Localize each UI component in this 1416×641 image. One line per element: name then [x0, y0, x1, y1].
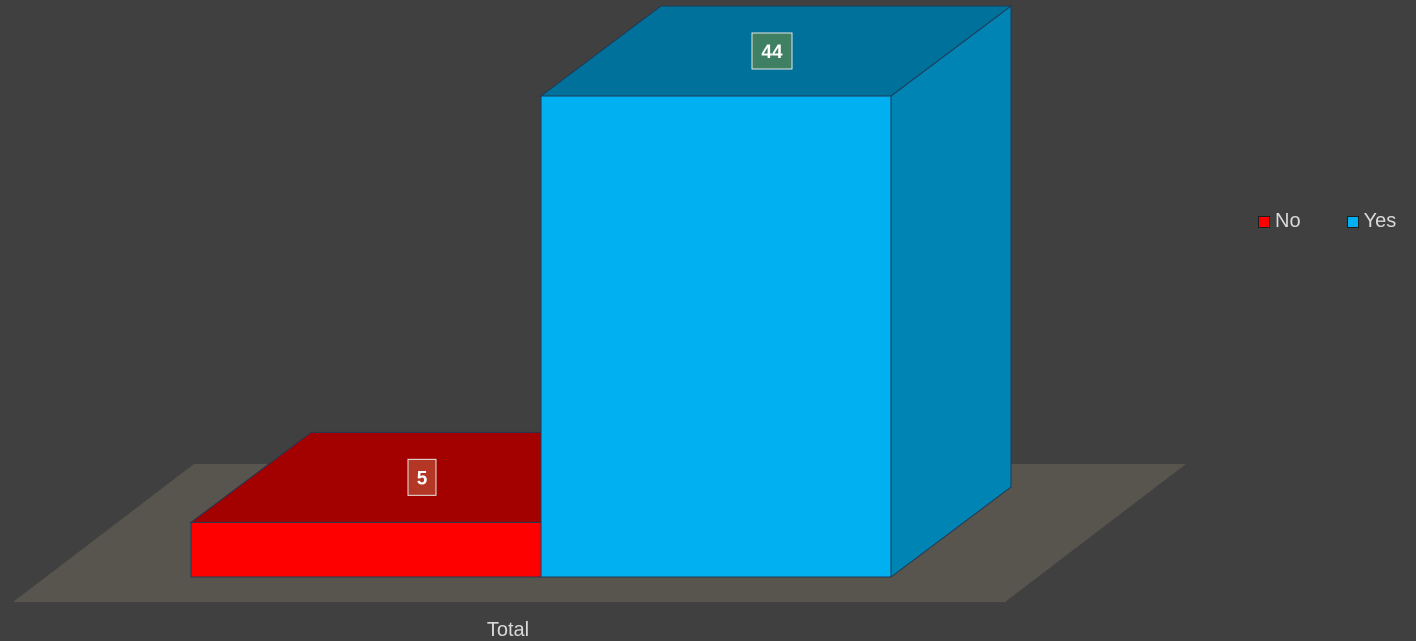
legend: No Yes — [1258, 210, 1396, 233]
legend-swatch-no — [1258, 215, 1270, 228]
data-label-box-yes — [751, 32, 793, 70]
data-label-no: 5 — [417, 468, 428, 489]
data-label-box-no — [407, 458, 437, 496]
data-label-yes: 44 — [761, 42, 783, 63]
legend-label-no: No — [1275, 210, 1301, 232]
bar-yes — [540, 95, 892, 578]
bar-no — [190, 521, 542, 578]
legend-swatch-yes — [1346, 215, 1359, 228]
legend-label-yes: Yes — [1363, 210, 1397, 232]
x-tick-label: Total — [486, 619, 530, 641]
legend-item-no: No — [1258, 210, 1301, 233]
legend-item-yes: Yes — [1346, 210, 1397, 233]
bar-side-yes — [890, 5, 1012, 578]
